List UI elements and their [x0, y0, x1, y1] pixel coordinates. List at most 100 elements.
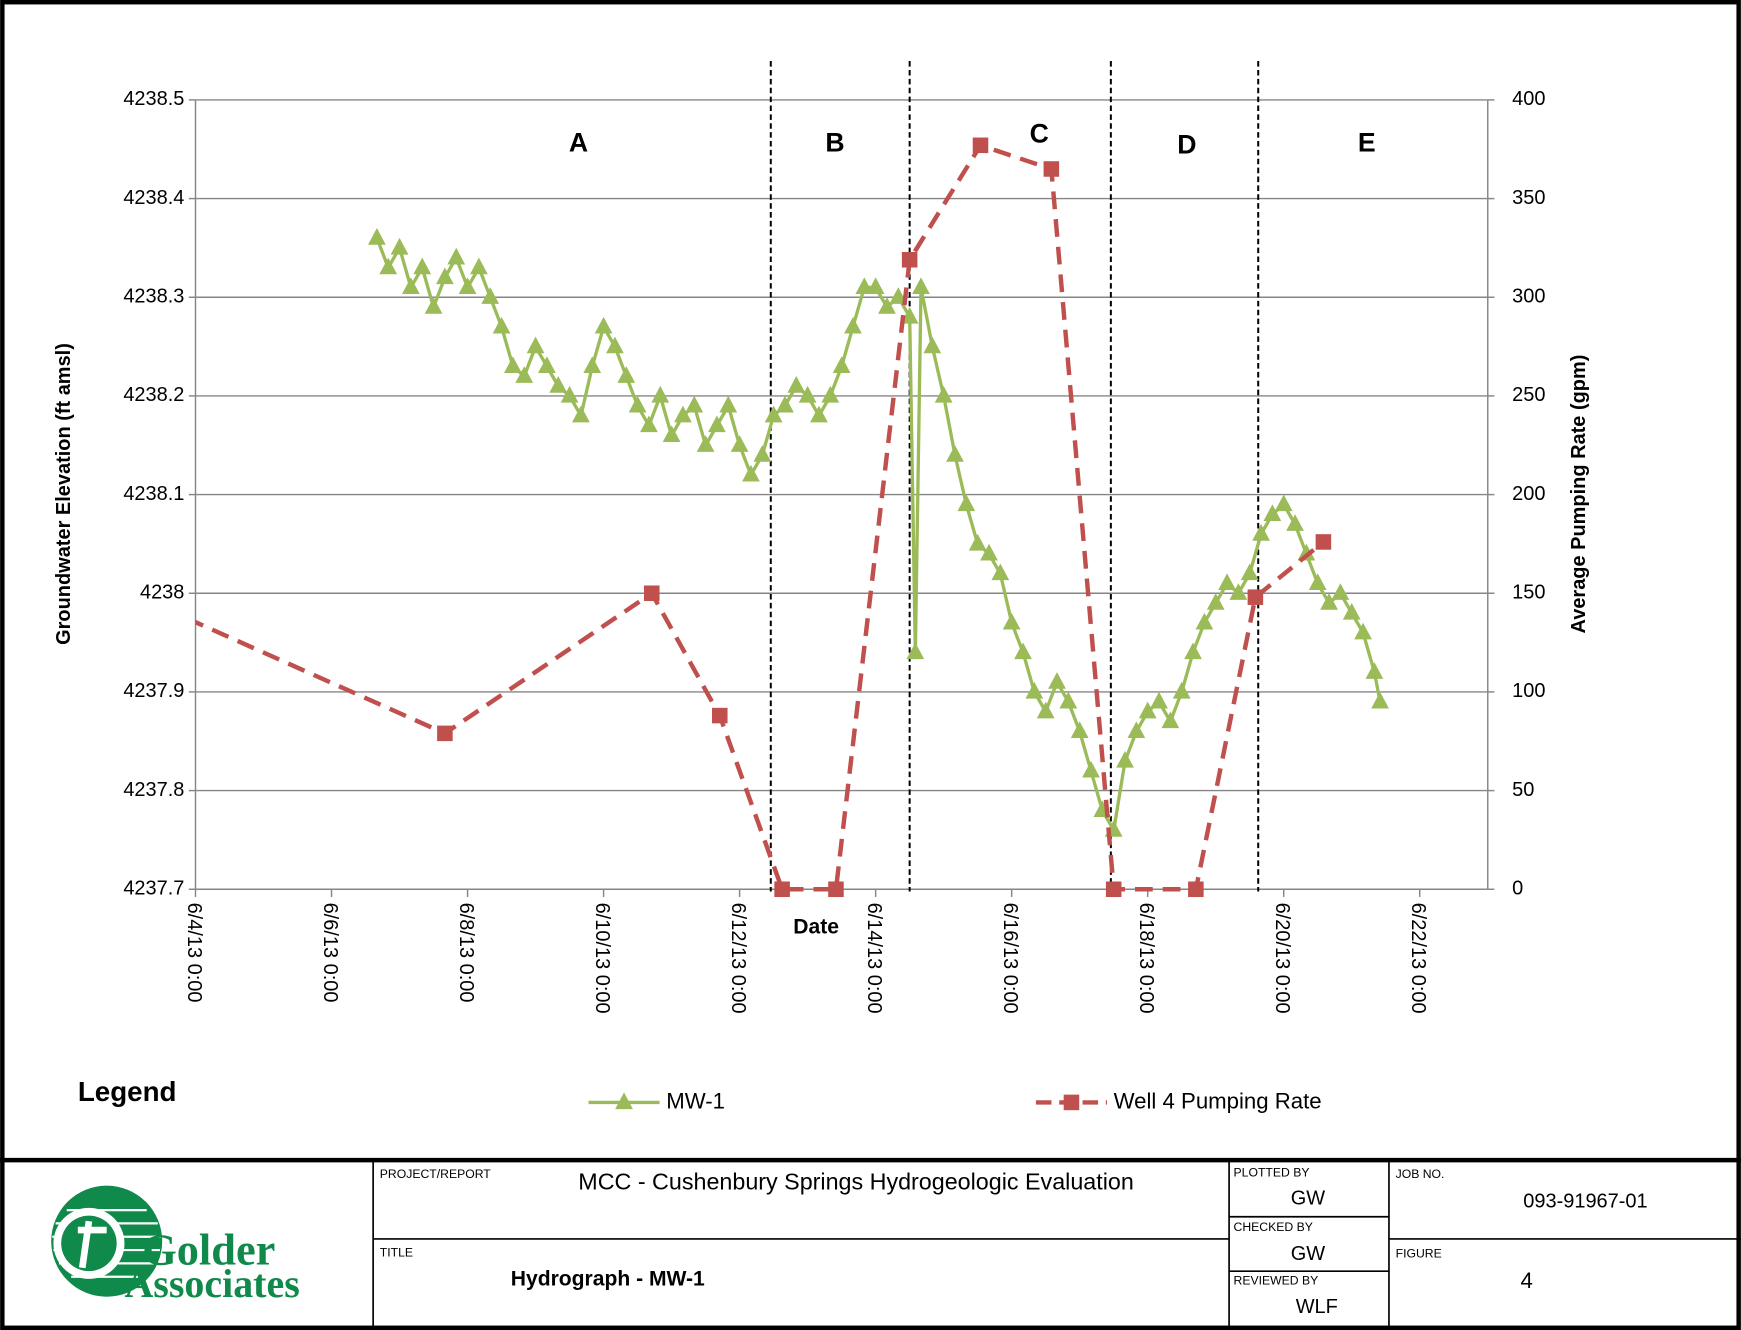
region-label: E [1358, 127, 1376, 157]
legend-marker [615, 1092, 633, 1110]
y-tick-label: 4238.4 [123, 187, 184, 209]
block-label: PLOTTED BY [1234, 1166, 1310, 1180]
data-point [526, 336, 545, 354]
x-tick-label: 6/6/13 0:00 [319, 903, 341, 1003]
y2-tick-label: 100 [1512, 680, 1545, 702]
data-point [1247, 589, 1264, 605]
legend-label: Well 4 Pumping Rate [1114, 1088, 1322, 1113]
job-number: 093-91967-01 [1523, 1191, 1647, 1213]
data-point [1161, 711, 1180, 729]
data-point [504, 356, 522, 373]
data-point [923, 336, 942, 354]
region-label: D [1177, 130, 1196, 160]
data-point [980, 543, 998, 561]
data-point [1195, 612, 1214, 630]
y-tick-label: 4237.8 [123, 779, 184, 801]
data-point [447, 247, 466, 265]
data-point [1105, 881, 1122, 898]
x-axis-title: Date [793, 916, 839, 939]
title-block [0, 1157, 1741, 1330]
y-tick-label: 4238.1 [123, 483, 184, 505]
data-point [1059, 691, 1078, 709]
y2-axis-title: Average Pumping Rate (gpm) [1568, 355, 1590, 634]
data-point [424, 297, 443, 314]
data-point [402, 277, 420, 295]
data-point [492, 316, 511, 334]
data-point [662, 425, 681, 443]
data-point [1082, 760, 1100, 778]
data-point [481, 287, 500, 304]
block-label: JOB NO. [1396, 1167, 1445, 1181]
data-point [1206, 593, 1225, 610]
y2-tick-label: 250 [1512, 384, 1545, 406]
data-point [594, 316, 613, 334]
data-point [1365, 662, 1384, 679]
data-point [934, 385, 953, 403]
data-point [367, 228, 386, 245]
data-point [1043, 161, 1060, 177]
y2-tick-label: 400 [1512, 88, 1545, 110]
data-point [866, 277, 885, 295]
data-point [1188, 881, 1204, 898]
series-line [195, 142, 1325, 892]
data-point [1048, 672, 1066, 689]
block-labels: PROJECT/REPORT TITLE PLOTTED BY CHECKED … [380, 1166, 1445, 1288]
data-point [696, 435, 715, 452]
data-point [828, 881, 844, 898]
data-point [413, 257, 432, 275]
data-point [878, 297, 896, 314]
data-point [1315, 534, 1332, 550]
logo: Golder Associates [51, 1185, 300, 1306]
data-point [855, 277, 874, 295]
data-point [458, 277, 477, 295]
data-point [742, 464, 760, 482]
plotted-by: GW [1291, 1187, 1326, 1209]
data-point [774, 881, 790, 898]
data-point [1025, 681, 1044, 699]
data-point [1229, 583, 1248, 600]
series-line [375, 237, 1382, 835]
data-point [991, 563, 1010, 581]
y-tick-label: 4238.5 [123, 88, 184, 110]
data-point [708, 415, 726, 433]
data-point [1371, 691, 1389, 709]
data-point [1274, 494, 1293, 512]
data-point [1297, 543, 1316, 561]
data-point [515, 366, 534, 383]
data-point [844, 316, 862, 334]
y-tick-label: 4237.9 [123, 680, 184, 702]
data-point [1184, 642, 1202, 660]
data-point [1308, 573, 1327, 591]
data-point [1002, 612, 1021, 630]
plot-area [195, 137, 1389, 898]
data-point [643, 585, 660, 602]
data-point [436, 267, 454, 285]
data-point [776, 395, 794, 413]
data-point [810, 405, 828, 423]
block-label: REVIEWED BY [1234, 1273, 1319, 1287]
region-label: A [569, 127, 588, 157]
y-tick-label: 4238.2 [123, 384, 184, 406]
data-point [1320, 593, 1338, 610]
y2-tick-label: 200 [1512, 483, 1545, 505]
y2-tick-label: 150 [1512, 582, 1545, 604]
data-point [1342, 602, 1361, 620]
data-point [900, 306, 919, 324]
data-point [1150, 691, 1168, 709]
data-point [1240, 563, 1259, 581]
data-point [390, 237, 409, 255]
data-point [1070, 721, 1089, 739]
block-label: TITLE [380, 1246, 413, 1260]
y2-tick-label: 0 [1512, 878, 1523, 900]
data-point [617, 366, 636, 383]
data-point [901, 251, 918, 268]
data-point [1172, 681, 1191, 699]
x-tick-label: 6/10/13 0:00 [591, 903, 613, 1014]
data-point [1263, 504, 1282, 521]
block-label: CHECKED BY [1234, 1220, 1313, 1234]
data-point [560, 385, 579, 403]
logo-mark [77, 1220, 107, 1269]
